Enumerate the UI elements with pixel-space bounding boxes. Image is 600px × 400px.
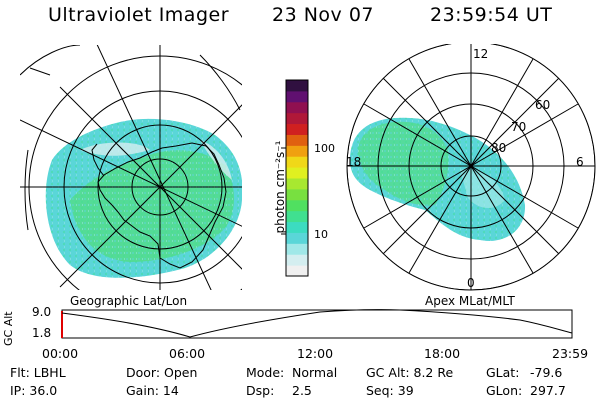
observation-time: 23:59:54 UT [430, 4, 553, 26]
mlt-label-6: 6 [576, 155, 584, 169]
colorbar-segment [286, 167, 308, 179]
altitude-ytick-bottom: 1.8 [32, 326, 52, 340]
door-info: Door: Open [126, 365, 198, 380]
left-aurora-image [45, 118, 242, 278]
filter-info: Flt: LBHL [10, 365, 66, 380]
glon-value: 297.7 [530, 383, 566, 398]
colorbar-segment [286, 156, 308, 168]
colorbar-stack [286, 80, 308, 277]
colorbar-segment [286, 145, 308, 157]
geographic-grid [20, 45, 242, 290]
colorbar-segment [286, 254, 308, 266]
colorbar-segment [286, 199, 308, 212]
instrument-title: Ultraviolet Imager [48, 4, 230, 26]
time-tick-0: 00:00 [42, 346, 79, 361]
seq-info: Seq: 39 [366, 383, 414, 398]
colorbar-segment [286, 265, 308, 277]
colorbar-label: photon cm⁻²s⁻¹ [273, 140, 287, 234]
colorbar-tick-100: 100 [314, 142, 335, 155]
colorbar-segment [286, 134, 308, 146]
observation-date: 23 Nov 07 [272, 4, 375, 26]
colorbar-segment [286, 90, 308, 103]
gain-info: Gain: 14 [126, 383, 179, 398]
glon-label: GLon: [486, 383, 523, 398]
colorbar-segment [286, 101, 308, 114]
time-tick-2: 12:00 [297, 346, 334, 361]
altitude-ylabel: GC Alt [2, 311, 15, 346]
mlat-label-70: 70 [511, 120, 527, 134]
colorbar-segment [286, 112, 308, 125]
colorbar-segment [286, 243, 308, 255]
colorbar-segment [286, 80, 308, 92]
colorbar-segment [286, 178, 308, 190]
mlat-label-60: 60 [535, 98, 551, 112]
glat-label: GLat: [486, 365, 520, 380]
left-map-label: Geographic Lat/Lon [70, 294, 188, 308]
colorbar-segment [286, 232, 308, 244]
mlt-label-12: 12 [473, 47, 489, 61]
magnetic-map [346, 44, 596, 291]
altitude-curve [61, 309, 573, 338]
colorbar-segment [286, 221, 308, 233]
geographic-map [20, 45, 242, 290]
colorbar [281, 79, 309, 277]
gc-alt-info: GC Alt: 8.2 Re [366, 365, 454, 380]
ip-info: IP: 36.0 [10, 383, 58, 398]
dsp-value: 2.5 [292, 383, 312, 398]
time-tick-4: 23:59 [552, 346, 589, 361]
mlt-label-0: 0 [467, 276, 475, 290]
dsp-label: Dsp: [246, 383, 275, 398]
colorbar-tick-10: 10 [314, 228, 328, 241]
time-tick-1: 06:00 [169, 346, 206, 361]
mlat-label-80: 80 [491, 141, 507, 155]
altitude-ytick-top: 9.0 [32, 305, 52, 319]
mode-value: Normal [292, 365, 338, 380]
mlt-label-18: 18 [346, 155, 362, 169]
time-tick-3: 18:00 [424, 346, 461, 361]
right-aurora-image [350, 117, 526, 241]
colorbar-segment [286, 210, 308, 223]
glat-value: -79.6 [530, 365, 563, 380]
magnetic-grid [347, 44, 595, 290]
colorbar-segment [286, 188, 308, 201]
mode-label: Mode: [246, 365, 285, 380]
altitude-plot [61, 309, 573, 339]
right-map-label: Apex MLat/MLT [425, 294, 515, 308]
colorbar-segment [286, 123, 308, 135]
